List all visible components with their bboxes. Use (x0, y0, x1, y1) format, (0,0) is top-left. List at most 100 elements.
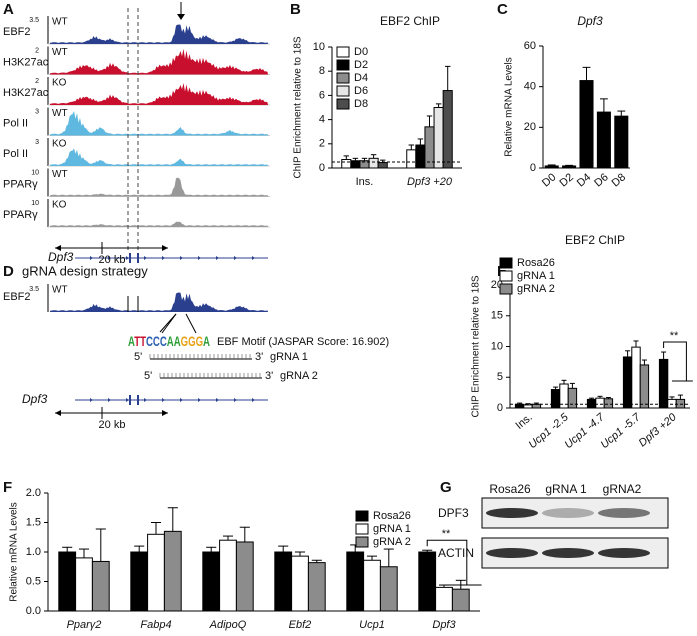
bar (415, 144, 426, 169)
x-tick-label: AdipoQ (209, 619, 247, 631)
guide-name: gRNA 2 (280, 370, 318, 382)
y-axis-label: Relative mRNA Levels (9, 502, 20, 601)
x-tick-label: D4 (575, 171, 593, 189)
track-signal (50, 48, 268, 75)
chart-title: EBF2 ChIP (380, 14, 440, 28)
gene-strand (90, 256, 93, 260)
track-genotype: WT (52, 17, 68, 28)
track-scale: 10 (31, 169, 39, 176)
motif: ATTCCCAAGGGA (128, 333, 210, 349)
legend-swatch (336, 46, 350, 58)
bar (579, 80, 594, 169)
motif-letter: C (160, 333, 167, 349)
bar (435, 586, 453, 612)
y-tick-label: 15 (491, 310, 503, 322)
gene-strand (234, 256, 237, 260)
track-scale: 2 (35, 47, 39, 54)
significance-bracket (663, 341, 687, 381)
track-name: Pol II (3, 148, 28, 160)
row-label: DPF3 (438, 506, 469, 520)
motif-label: EBF Motif (JASPAR Score: 16.902) (217, 336, 389, 348)
bar (567, 387, 578, 409)
zoom-line (161, 313, 177, 334)
bar (667, 398, 677, 409)
x-tick-label: Ucp1 (359, 619, 385, 631)
track-name: H3K27ac (3, 56, 49, 68)
panel-label: B (290, 1, 301, 18)
three-prime: 3' (265, 370, 273, 382)
bar (341, 159, 352, 169)
legend-swatch (499, 257, 513, 269)
bar (75, 557, 93, 612)
bar (433, 107, 444, 169)
track-signal (50, 111, 268, 136)
x-tick-label: Ins. (513, 411, 534, 432)
track-genotype: KO (52, 139, 67, 150)
x-tick-label: Ins. (356, 176, 374, 188)
y-tick-label: 0 (530, 162, 536, 174)
track-signal (50, 83, 268, 105)
legend-label: D8 (354, 98, 368, 110)
gene-strand (198, 398, 201, 402)
bar (346, 551, 365, 612)
track-name: PPARγ (3, 178, 38, 190)
y-tick-label: 20 (524, 121, 536, 133)
bar (544, 165, 559, 169)
bar (631, 346, 641, 409)
track-scale: 3 (35, 108, 39, 115)
legend-swatch (499, 270, 513, 282)
track-scale: 3 (35, 139, 39, 146)
track-name: H3K27ac (3, 87, 49, 99)
bar (531, 403, 542, 409)
gene-strand (90, 398, 93, 402)
gene-strand (144, 398, 147, 402)
motif-letter: C (146, 333, 153, 349)
y-tick-label: 40 (524, 81, 536, 93)
row-label: ACTIN (438, 546, 474, 560)
x-tick-label: D2 (557, 171, 575, 189)
y-tick-label: 10 (313, 41, 325, 53)
x-tick-label: D0 (540, 171, 558, 189)
motif-letter: A (174, 333, 181, 349)
bar (379, 566, 398, 612)
lane-label: gRNA2 (603, 482, 642, 496)
legend-label: gRNA 1 (373, 523, 411, 535)
gene-strand (180, 256, 183, 260)
y-tick-label: 10 (491, 340, 503, 352)
bar (235, 541, 254, 612)
legend-swatch (336, 85, 350, 97)
bar (550, 389, 561, 409)
bar (58, 551, 77, 612)
x-tick-label: D8 (610, 171, 628, 189)
track-signal (50, 148, 268, 166)
panel-label: A (3, 1, 14, 18)
track-genotype: KO (52, 78, 67, 89)
bar (614, 115, 629, 169)
track-genotype: WT (52, 47, 68, 58)
blot-band (598, 508, 650, 518)
y-tick-label: 0 (497, 402, 503, 414)
bar (147, 533, 165, 612)
bar (442, 90, 453, 169)
y-tick-label: 2.0 (26, 487, 41, 499)
bar (586, 398, 597, 409)
scale-arrow (162, 245, 168, 251)
y-tick-label: 0.5 (26, 575, 41, 587)
lane-label: gRNA 1 (545, 482, 587, 496)
x-tick-label: Pparγ2 (67, 619, 102, 631)
gene-name: Dpf3 (22, 392, 48, 406)
legend-label: D2 (354, 59, 368, 71)
bar (307, 562, 326, 612)
gene-strand (144, 256, 147, 260)
motif-letter: G (188, 333, 196, 349)
bar (163, 530, 182, 612)
design-title: gRNA design strategy (22, 263, 148, 278)
bar (91, 560, 110, 612)
y-tick-label: 60 (524, 40, 536, 52)
legend-label: gRNA 2 (517, 283, 555, 295)
x-tick-label: Dpf3 (432, 619, 456, 631)
bar (603, 398, 614, 409)
gene-strand (126, 398, 129, 402)
scale-label: 20 kb (99, 419, 126, 431)
track-signal (50, 24, 268, 44)
